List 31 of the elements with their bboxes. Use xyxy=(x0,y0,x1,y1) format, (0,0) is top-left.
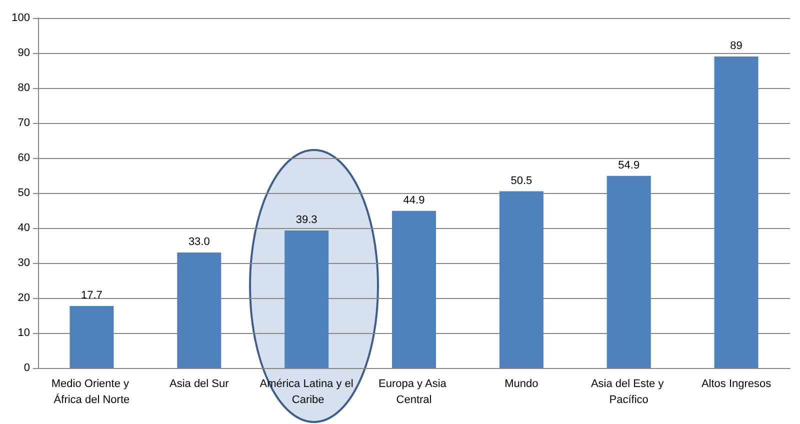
x-tick-label: Altos Ingresos xyxy=(701,378,772,390)
y-tick-label: 0 xyxy=(24,362,30,374)
x-tick-label: Europa y Asia Central xyxy=(378,378,450,406)
bar xyxy=(392,210,436,368)
y-tick-label: 60 xyxy=(18,152,30,164)
x-tick-label: Mundo xyxy=(504,378,538,390)
y-tick-label: 30 xyxy=(18,257,30,269)
y-tick-label: 100 xyxy=(12,12,30,24)
bar xyxy=(606,176,651,368)
data-label: 39.3 xyxy=(296,214,318,226)
y-tick-label: 20 xyxy=(18,292,30,304)
y-tick-label: 70 xyxy=(18,117,30,129)
y-tick-label: 50 xyxy=(18,187,30,199)
data-label: 44.9 xyxy=(403,194,425,206)
x-tick-label: Asia del Sur xyxy=(169,378,230,390)
data-label: 54.9 xyxy=(618,159,640,172)
y-tick-label: 90 xyxy=(18,47,30,59)
data-label: 33.0 xyxy=(188,236,210,248)
bar xyxy=(70,306,114,368)
y-tick-label: 40 xyxy=(18,222,30,234)
x-tick-label: Medio Oriente y África del Norte xyxy=(51,378,132,406)
bar xyxy=(284,230,329,368)
x-tick-label: Asia del Este y Pacífico xyxy=(590,378,667,406)
bar xyxy=(499,191,544,368)
y-tick-label: 10 xyxy=(18,327,30,339)
data-label: 17.7 xyxy=(81,290,102,302)
y-tick-label: 80 xyxy=(18,82,30,94)
data-label: 50.5 xyxy=(510,174,532,187)
bar xyxy=(177,252,222,368)
bar xyxy=(714,56,758,368)
data-label: 89 xyxy=(730,40,742,52)
